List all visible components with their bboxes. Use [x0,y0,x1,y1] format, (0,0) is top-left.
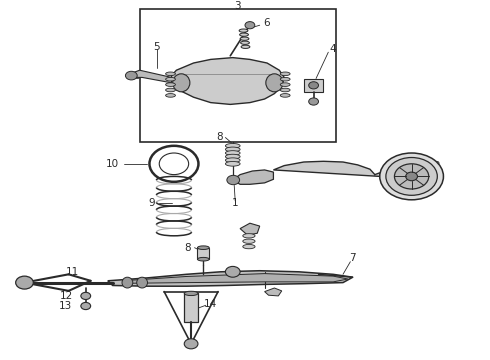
Circle shape [16,276,33,289]
Ellipse shape [197,246,209,249]
Text: 6: 6 [133,71,140,81]
Text: 12: 12 [59,291,73,301]
Circle shape [149,146,198,182]
Ellipse shape [280,77,290,81]
Ellipse shape [166,72,175,76]
Ellipse shape [241,41,249,44]
Ellipse shape [280,94,290,97]
Text: 13: 13 [58,301,72,311]
Ellipse shape [240,33,248,36]
Polygon shape [122,274,348,283]
Circle shape [227,175,240,185]
Circle shape [309,82,318,89]
Text: 8: 8 [184,243,191,253]
Ellipse shape [225,151,240,156]
Ellipse shape [137,277,147,288]
Circle shape [394,164,429,189]
Text: 7: 7 [349,253,356,264]
Circle shape [81,292,91,300]
Polygon shape [273,161,380,176]
Ellipse shape [225,162,240,166]
Text: 5: 5 [153,42,160,52]
Polygon shape [172,58,284,104]
Ellipse shape [166,88,175,92]
Circle shape [380,153,443,200]
Text: 8: 8 [216,132,223,142]
Text: 14: 14 [204,299,218,309]
Ellipse shape [225,158,240,163]
Circle shape [184,339,198,349]
Ellipse shape [243,239,255,243]
Ellipse shape [239,29,248,32]
Ellipse shape [172,74,190,92]
Ellipse shape [240,37,249,40]
Ellipse shape [197,257,209,261]
Ellipse shape [243,244,255,249]
Text: 1: 1 [232,198,239,208]
Ellipse shape [166,94,175,97]
Text: 10: 10 [106,159,119,169]
Polygon shape [265,288,282,296]
Polygon shape [304,79,323,92]
Ellipse shape [266,74,283,92]
Ellipse shape [241,45,250,49]
Ellipse shape [280,88,290,92]
Circle shape [81,302,91,310]
Ellipse shape [280,83,290,86]
Circle shape [309,98,318,105]
Circle shape [125,71,137,80]
Circle shape [245,22,255,29]
Ellipse shape [184,291,198,296]
Text: 11: 11 [66,267,79,277]
Circle shape [225,266,240,277]
Ellipse shape [225,144,240,148]
Text: 2: 2 [433,161,440,171]
Ellipse shape [243,234,255,238]
Circle shape [386,158,437,195]
Ellipse shape [122,277,133,288]
Circle shape [159,153,189,175]
Bar [140,9,336,142]
Circle shape [406,172,417,181]
Text: 4: 4 [330,44,337,54]
Ellipse shape [225,154,240,159]
Bar [197,248,209,259]
Ellipse shape [166,83,175,86]
Ellipse shape [166,77,175,81]
Text: 9: 9 [148,198,155,208]
Text: 3: 3 [234,1,241,12]
Bar [184,293,198,322]
Polygon shape [240,223,260,235]
Polygon shape [108,271,353,286]
Ellipse shape [280,72,290,76]
Ellipse shape [225,147,240,152]
Polygon shape [130,70,171,83]
Text: 6: 6 [264,18,270,28]
Polygon shape [233,170,273,184]
